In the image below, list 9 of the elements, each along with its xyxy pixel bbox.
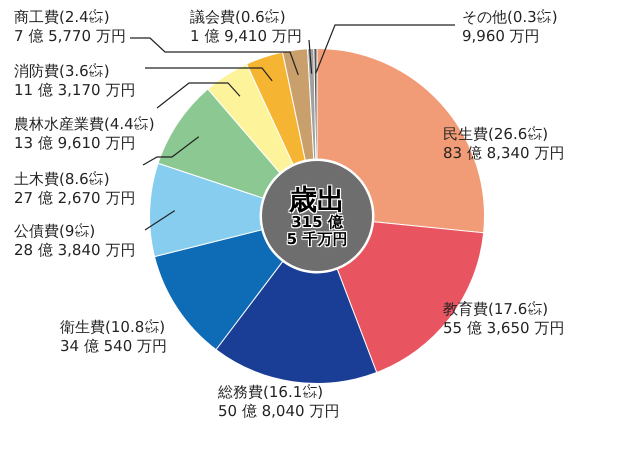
slice-label: 土木費 [14,170,59,188]
slice-label: 総務費 [218,383,263,401]
slice-label: 公債費 [14,222,59,240]
slice-label: その他 [462,8,507,26]
slice-label: 商工費 [14,8,59,26]
slice-label: 消防費 [14,62,59,80]
slice-label: 議会費 [190,8,235,26]
slice-label: 農林水産業費 [14,115,104,133]
slice-label: 衛生費 [60,318,105,336]
